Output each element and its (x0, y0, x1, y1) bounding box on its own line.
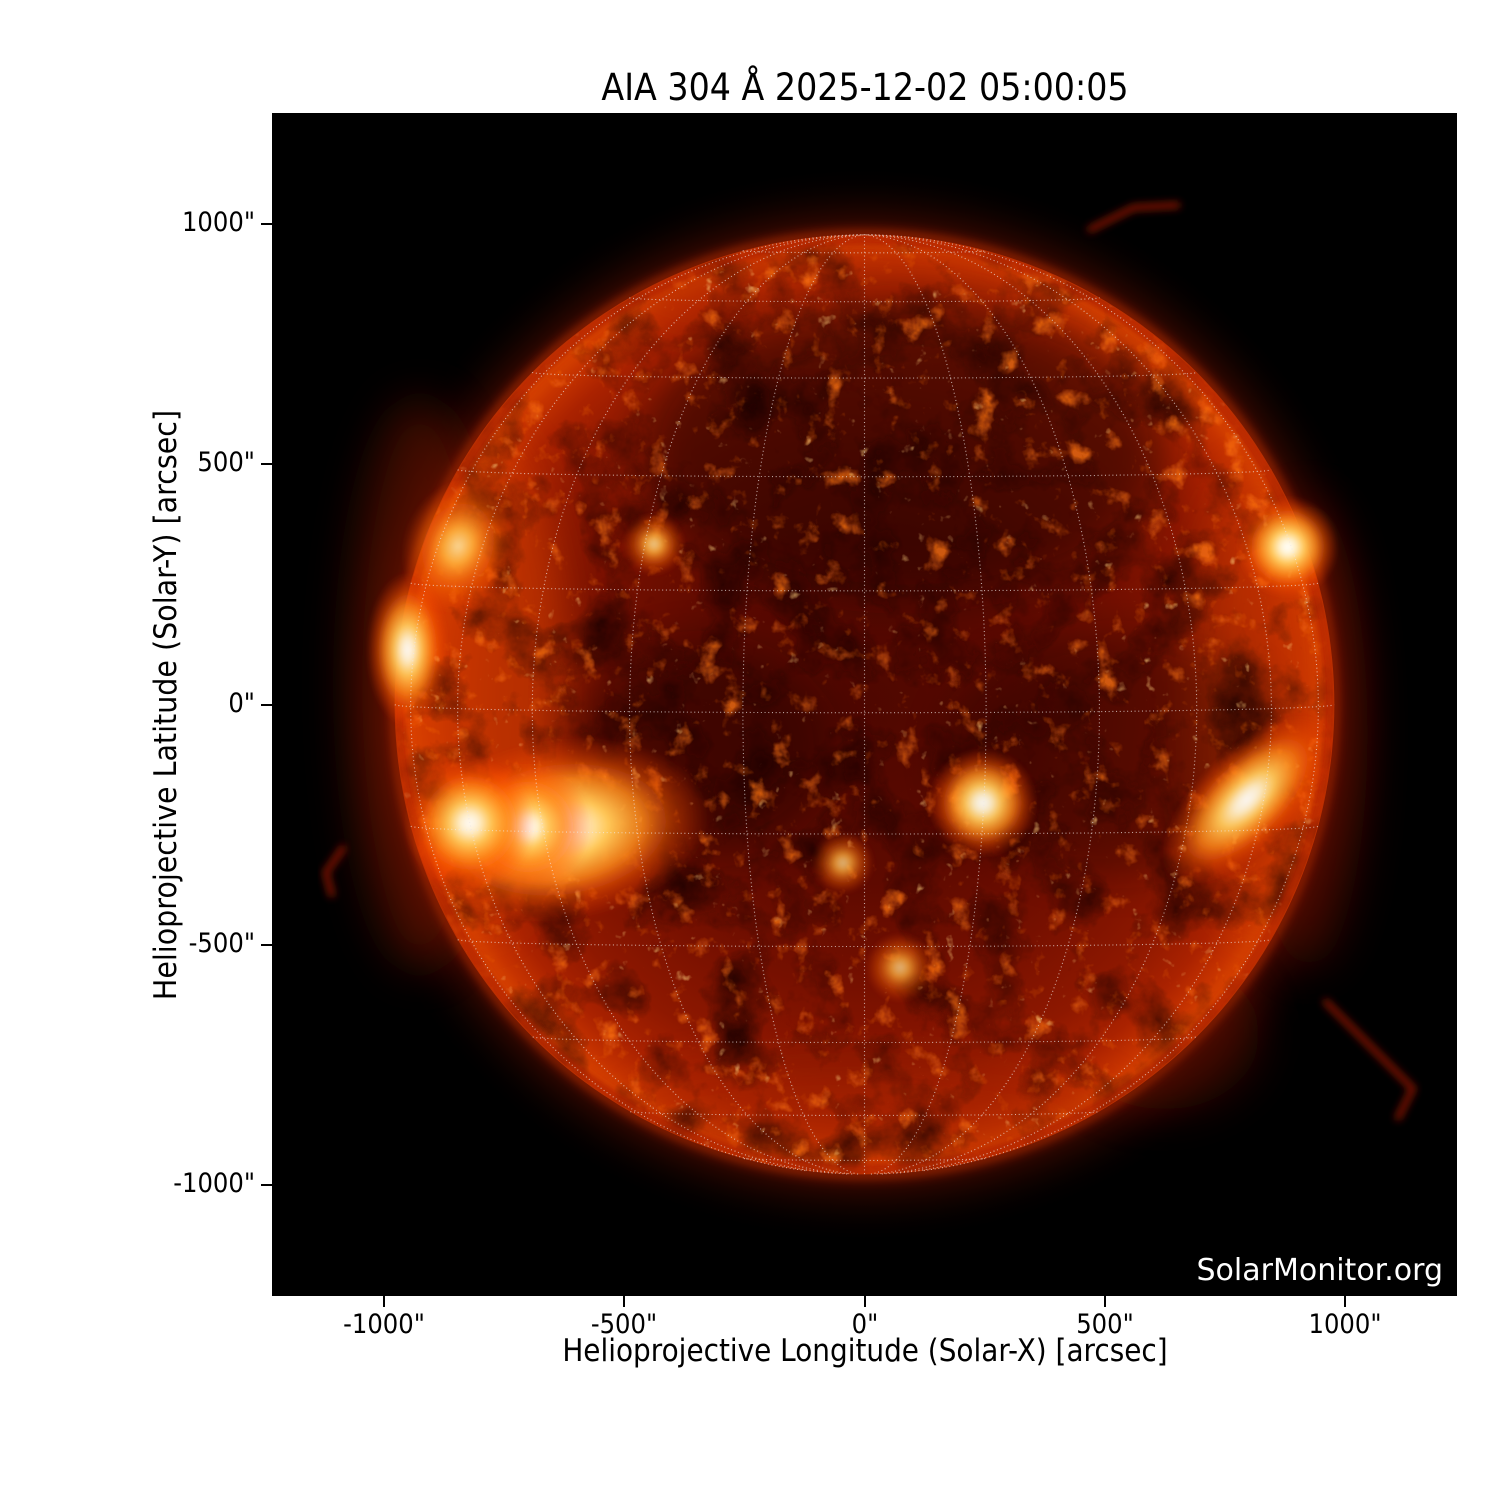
northwest-limb-spray (1087, 201, 1181, 233)
watermark-solarmonitor: SolarMonitor.org (1196, 1253, 1443, 1288)
y-tick-label: 500" (197, 447, 255, 479)
y-tick-mark (261, 223, 272, 226)
y-tick-mark (261, 1183, 272, 1186)
y-tick-label: 1000" (181, 207, 255, 239)
south-spot (865, 932, 935, 1003)
east-limb-north-plage (366, 572, 449, 728)
y-tick-mark (261, 943, 272, 946)
x-tick-label: 500" (1076, 1309, 1134, 1340)
y-tick-label: 0" (228, 687, 255, 719)
x-tick-mark (1344, 1296, 1347, 1307)
chart-title: AIA 304 Å 2025-12-02 05:00:05 (601, 66, 1129, 109)
x-tick-label: 1000" (1308, 1309, 1382, 1340)
x-tick-label: 0" (851, 1309, 878, 1340)
east-limb-prominence (322, 845, 347, 898)
y-tick-label: -500" (188, 927, 255, 959)
x-tick-mark (863, 1296, 866, 1307)
y-tick-label: -1000" (173, 1167, 255, 1199)
east-limb-plage (403, 757, 536, 889)
y-tick-mark (261, 463, 272, 466)
x-tick-mark (1103, 1296, 1106, 1307)
heliographic-grid (394, 234, 1335, 1175)
southwest-limb-prominence (1322, 998, 1417, 1121)
x-tick-label: -500" (590, 1309, 658, 1340)
central-south-spot (811, 831, 875, 895)
southwest-active-region (1161, 714, 1333, 885)
plot-area: SolarMonitor.org (272, 113, 1457, 1296)
y-tick-mark (261, 703, 272, 706)
x-tick-label: -1000" (342, 1309, 425, 1340)
x-tick-mark (382, 1296, 385, 1307)
northeast-plage (401, 479, 515, 614)
solar-disk-image (272, 113, 1457, 1296)
south-central-plage (928, 748, 1038, 858)
x-tick-mark (623, 1296, 626, 1307)
northeast-spot (622, 513, 685, 576)
x-axis-label: Helioprojective Longitude (Solar-X) [arc… (562, 1333, 1168, 1369)
west-limb-active-region (1236, 495, 1339, 599)
